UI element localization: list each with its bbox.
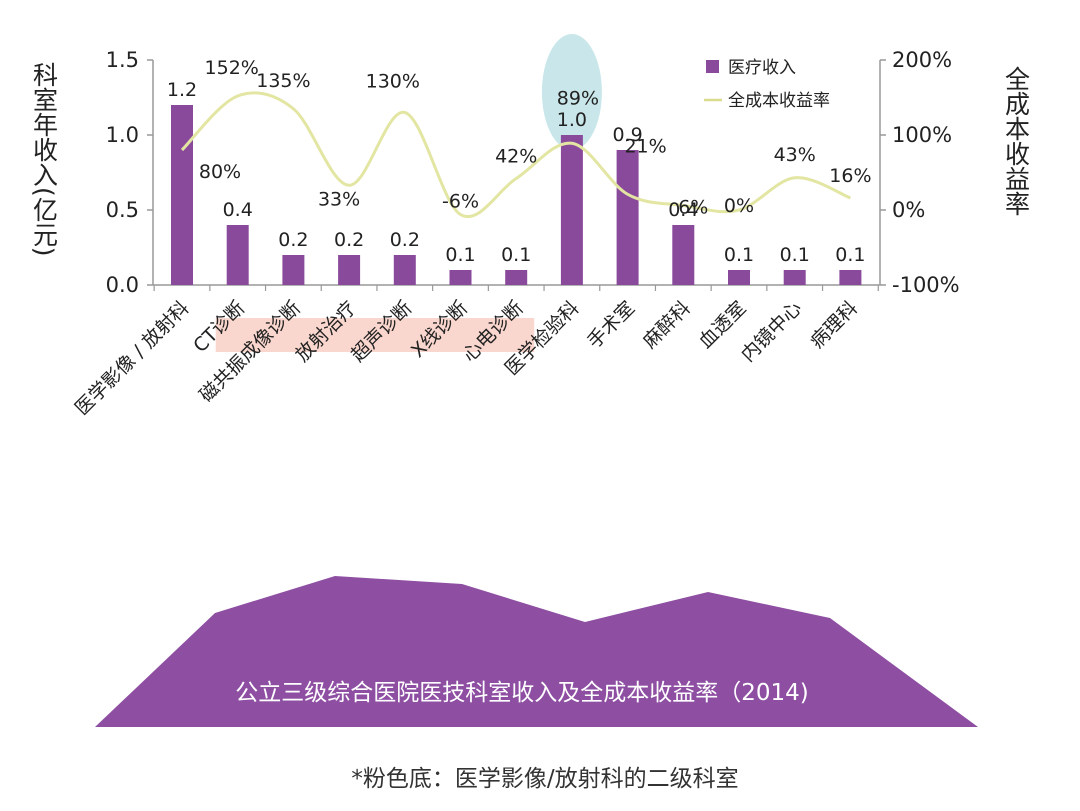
category-labels-layer: 医学影像 / 放射科CT诊断磁共振成像诊断放射治疗超声诊断X线诊断心电诊断医学检…	[71, 297, 862, 420]
bar	[171, 105, 193, 285]
bar	[560, 135, 583, 285]
legend-swatch-bar	[706, 60, 719, 73]
line-data-label: 42%	[495, 146, 537, 168]
bar	[226, 225, 249, 285]
bar-data-label: 1.0	[557, 109, 587, 131]
category-label: 内镜中心	[737, 297, 806, 366]
category-label: 病理科	[806, 297, 862, 353]
category-label: 手术室	[583, 297, 639, 353]
line-data-label: 43%	[774, 144, 816, 166]
line-data-label: 21%	[624, 135, 666, 157]
footnote: *粉色底：医学影像/放射科的二级科室	[351, 766, 738, 792]
y2-tick-label: 200%	[892, 48, 952, 72]
return-rate-line	[180, 91, 851, 218]
y2-axis-title: 全成本收益率	[1002, 66, 1031, 216]
bar-data-label: 0.2	[334, 229, 364, 251]
bar-data-label: 0.4	[223, 199, 253, 221]
axes: 0.0 0.5 1.0 1.5 -100% 0% 100% 200%	[106, 48, 960, 297]
y-axis-title-text: 科室年收入(亿元)	[30, 62, 59, 257]
line-data-label: 0%	[724, 195, 754, 217]
y-tick-label: 1.5	[106, 48, 139, 72]
line-data-label: 16%	[829, 165, 871, 187]
bar-data-label: 0.2	[390, 229, 420, 251]
highlight-band	[215, 318, 535, 352]
chart-title: 公立三级综合医院医技科室收入及全成本收益率（2014)	[235, 680, 809, 706]
line-data-label: 89%	[557, 87, 599, 109]
bar	[338, 255, 361, 285]
y-tick-label: 0.0	[106, 273, 139, 297]
legend-label-bar: 医疗收入	[728, 58, 796, 78]
bar	[393, 255, 416, 285]
title-banner: 公立三级综合医院医技科室收入及全成本收益率（2014)	[95, 576, 978, 727]
line-data-label: 80%	[199, 161, 241, 183]
category-label: 医学影像 / 放射科	[71, 297, 194, 420]
bar	[728, 270, 750, 285]
line-data-label: 152%	[205, 57, 259, 79]
highlight-bubble	[541, 34, 602, 150]
legend-label-line: 全成本收益率	[728, 91, 830, 111]
bar	[839, 270, 862, 285]
bar-data-label: 0.1	[780, 244, 810, 266]
highlight-bubble-layer	[541, 34, 602, 150]
bar	[783, 270, 806, 285]
bar-data-label: 0.9	[612, 124, 642, 146]
bar-data-label: 0.4	[668, 199, 698, 221]
y2-tick-label: -100%	[892, 273, 960, 297]
y-axis-title: 科室年收入(亿元)	[30, 62, 59, 257]
line-data-label: 33%	[318, 188, 360, 210]
title-banner-shape	[95, 576, 978, 727]
highlight-band-layer	[215, 318, 535, 352]
bar	[449, 270, 472, 285]
bar	[505, 270, 528, 285]
bars-layer	[171, 105, 862, 285]
bar-data-label: 0.1	[445, 244, 475, 266]
category-label: 麻醉科	[639, 297, 695, 353]
data-labels-layer: 1.2 0.4 0.2 0.2 0.2 0.1 0.1 1.0 0.9 0.4 0.1 0.1 0.1 8…	[167, 57, 872, 266]
y-tick-label: 0.5	[106, 198, 139, 222]
legend: 医疗收入 全成本收益率	[704, 58, 830, 111]
y2-axis-title-text: 全成本收益率	[1002, 66, 1031, 216]
line-data-label: -6%	[442, 191, 479, 213]
line-data-label: 6%	[678, 197, 708, 219]
bar-data-label: 0.1	[501, 244, 531, 266]
bar-data-label: 0.1	[724, 244, 754, 266]
bar	[616, 150, 639, 285]
y2-tick-label: 0%	[892, 198, 925, 222]
bar-data-label: 1.2	[167, 79, 197, 101]
bar	[282, 255, 305, 285]
line-data-label: 130%	[366, 71, 420, 93]
bar	[672, 225, 695, 285]
bar-data-label: 0.1	[835, 244, 865, 266]
line-layer	[180, 91, 851, 218]
y-tick-label: 1.0	[106, 123, 139, 147]
line-data-label: 135%	[256, 70, 310, 92]
bar-data-label: 0.2	[278, 229, 308, 251]
y2-tick-label: 100%	[892, 123, 952, 147]
